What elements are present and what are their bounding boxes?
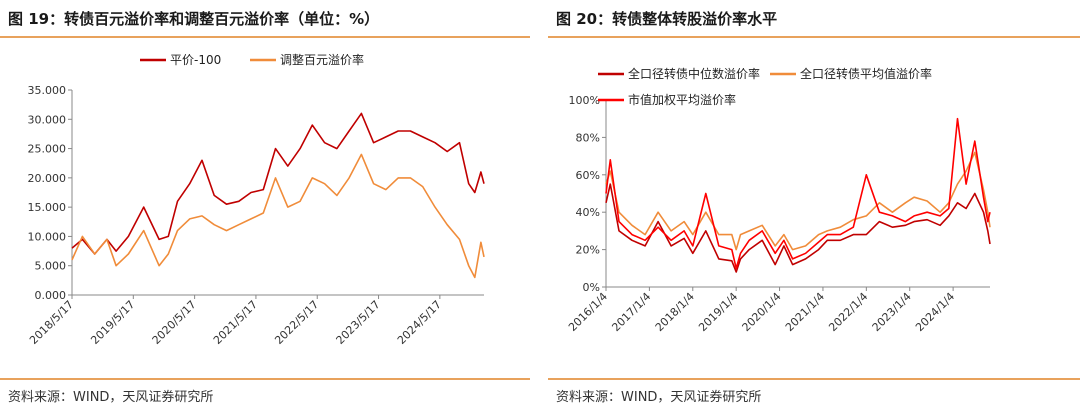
right-chart-x-tick-label: 2021/1/4 — [783, 290, 827, 334]
right-chart-x-tick-label: 2022/1/4 — [826, 290, 870, 334]
left-chart-x-tick-label: 2023/5/17 — [334, 298, 383, 347]
right-chart-y-tick-label: 100% — [569, 94, 600, 107]
left-chart-legend-label-2: 调整百元溢价率 — [280, 52, 364, 67]
left-chart-x-tick-label: 2021/5/17 — [211, 298, 260, 347]
right-source-rule — [548, 378, 1080, 380]
right-chart-series-line-3 — [605, 117, 991, 270]
right-chart-y-tick-label: 0% — [583, 281, 600, 294]
left-chart-y-tick-label: 35.000 — [28, 84, 67, 97]
left-chart-x-tick-label: 2020/5/17 — [150, 298, 199, 347]
right-chart-x-tick-label: 2017/1/4 — [609, 290, 653, 334]
right-chart-x-tick-label: 2023/1/4 — [870, 290, 914, 334]
right-chart-x-tick-label: 2024/1/4 — [913, 290, 957, 334]
left-chart-panel: 图 19：转债百元溢价率和调整百元溢价率（单位：%） 0.000 5.000 10.… — [0, 0, 530, 416]
left-chart-x-tick-label: 2018/5/17 — [27, 298, 76, 347]
left-chart-x-tick-label: 2024/5/17 — [395, 298, 444, 347]
left-chart-x-tick-label: 2022/5/17 — [272, 298, 321, 347]
right-chart-y-tick-label: 20% — [576, 244, 600, 257]
left-chart-series-line-1 — [71, 112, 485, 255]
left-source-note: 资料来源：WIND，天风证券研究所 — [8, 390, 214, 405]
left-chart-title: 图 19：转债百元溢价率和调整百元溢价率（单位：%） — [8, 10, 380, 28]
right-chart-x-tick-label: 2018/1/4 — [653, 290, 697, 334]
right-chart-y-tick-label: 60% — [576, 169, 600, 182]
right-chart-legend-label-3: 市值加权平均溢价率 — [628, 92, 736, 107]
left-chart-y-tick-label: 20.000 — [28, 172, 67, 185]
left-title-rule — [0, 36, 530, 38]
left-chart-y-tick-label: 15.000 — [28, 201, 67, 214]
left-chart-series-line-2 — [71, 153, 485, 279]
right-chart-svg: 0% 20% 40% 60% 80% 100% 2016/1/4 2017/1/4 2018/1… — [566, 66, 991, 334]
left-chart-y-tick-label: 5.000 — [35, 260, 67, 273]
left-chart-y-tick-label: 10.000 — [28, 230, 67, 243]
left-chart-x-tick-label: 2019/5/17 — [88, 298, 137, 347]
left-chart-y-tick-label: 0.000 — [35, 289, 67, 302]
right-chart-series-line-2 — [605, 151, 991, 251]
left-chart-y-tick-label: 25.000 — [28, 143, 67, 156]
right-chart-legend-label-1: 全口径转债中位数溢价率 — [628, 66, 760, 81]
left-chart-y-tick-label: 30.000 — [28, 113, 67, 126]
left-chart-svg: 0.000 5.000 10.000 15.000 20.000 25.000 30.000… — [27, 52, 485, 347]
right-source-note: 资料来源：WIND，天风证券研究所 — [556, 390, 762, 405]
right-chart-x-tick-label: 2020/1/4 — [740, 290, 784, 334]
right-chart-x-tick-label: 2019/1/4 — [696, 290, 740, 334]
right-chart-panel: 图 20：转债整体转股溢价率水平 0% 20% 40% 60% 80% 100% 2016/… — [548, 0, 1080, 416]
right-chart-series-line-1 — [605, 183, 991, 273]
right-title-rule — [548, 36, 1080, 38]
right-chart-y-tick-label: 40% — [576, 206, 600, 219]
left-chart-legend-label-1: 平价-100 — [170, 53, 221, 67]
right-chart-x-tick-label: 2016/1/4 — [566, 290, 610, 334]
right-chart-legend-label-2: 全口径转债平均值溢价率 — [800, 66, 932, 81]
left-source-rule — [0, 378, 530, 380]
right-chart-y-tick-label: 80% — [576, 131, 600, 144]
right-chart-title: 图 20：转债整体转股溢价率水平 — [556, 10, 778, 28]
